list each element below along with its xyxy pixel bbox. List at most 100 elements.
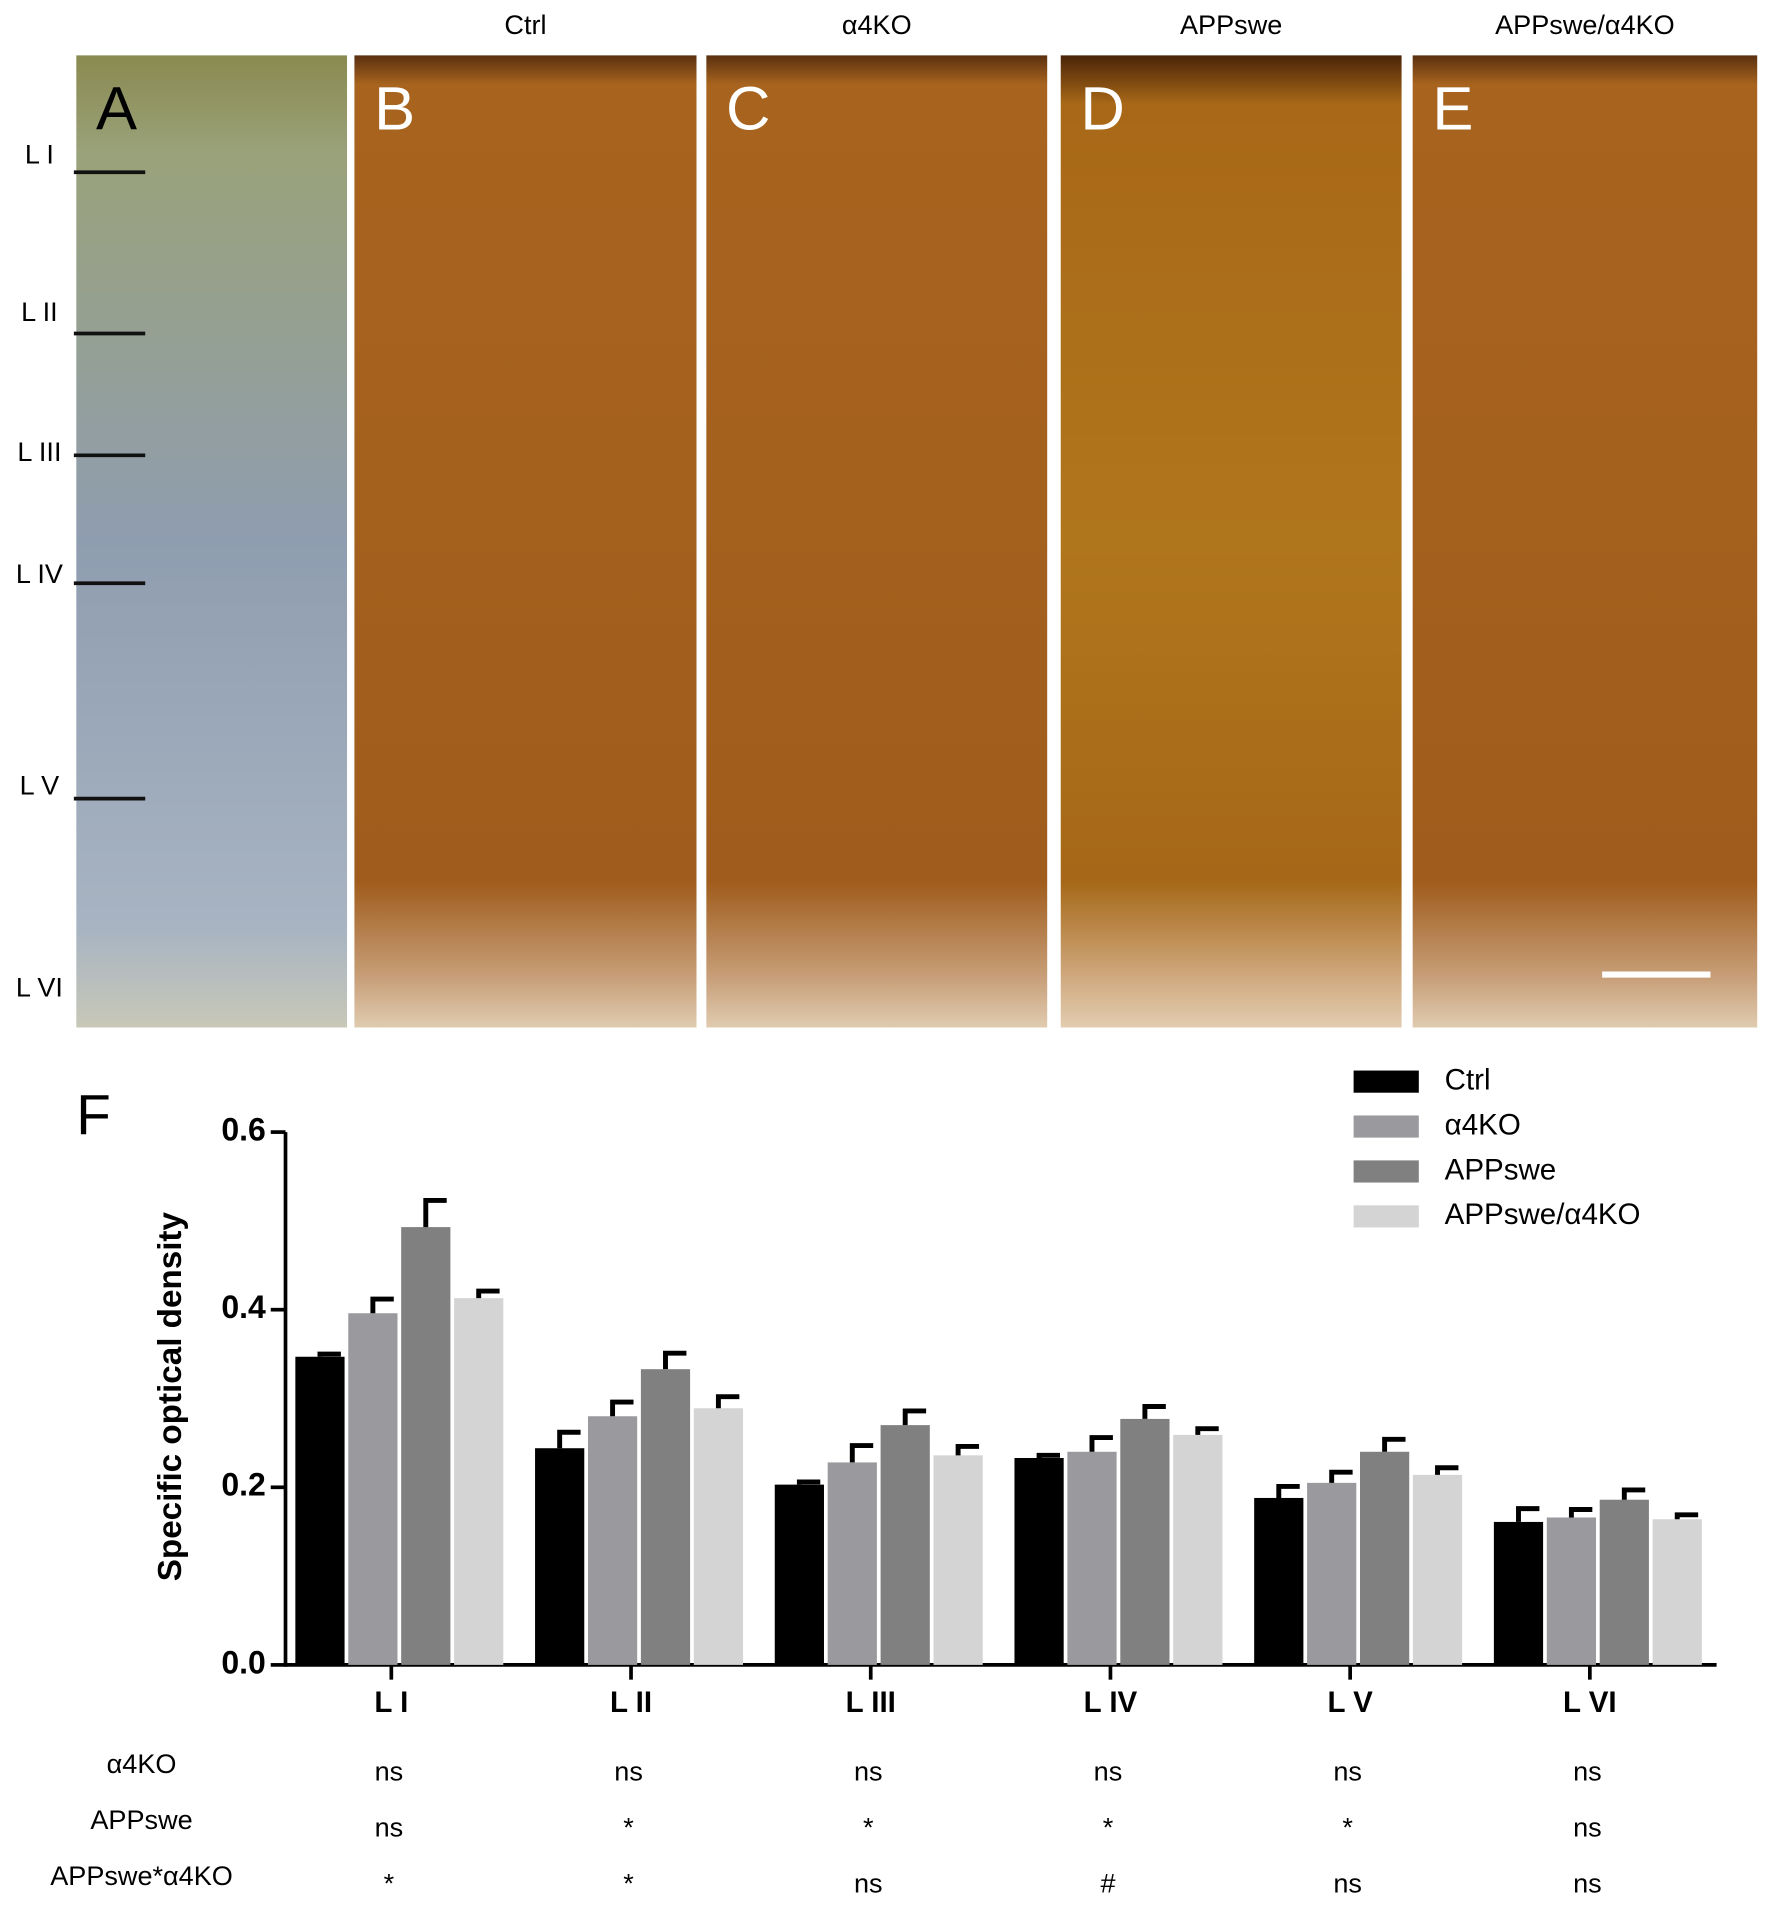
- stats-value: *: [1342, 1811, 1353, 1842]
- stats-value: ns: [375, 1811, 404, 1842]
- error-bar: [955, 1443, 980, 1456]
- error-bar: [796, 1479, 821, 1485]
- panel-title: APPswe: [1180, 9, 1282, 40]
- error-bar: [1382, 1436, 1406, 1452]
- bar: [535, 1448, 585, 1665]
- stats-row-label: α4KO: [107, 1748, 177, 1779]
- bar: [1173, 1434, 1223, 1665]
- stats-value: *: [384, 1867, 395, 1898]
- layer-label: L VI: [16, 971, 63, 1002]
- layer-label: L I: [25, 138, 54, 169]
- chart: F Specific optical density 0.0 0.2 0.4 0.6 L I…: [50, 1063, 1717, 1898]
- panel-letter: D: [1080, 74, 1124, 143]
- panel-letter: E: [1432, 74, 1473, 143]
- x-tick-label: L VI: [1563, 1686, 1617, 1719]
- error-bar: [849, 1443, 874, 1463]
- error-bar: [1329, 1469, 1353, 1483]
- error-bar: [663, 1350, 687, 1370]
- error-bar: [557, 1429, 581, 1449]
- micrograph: [1412, 55, 1758, 1028]
- error-bar: [1142, 1404, 1166, 1419]
- error-bar: [1621, 1487, 1646, 1500]
- x-tick-label: L V: [1327, 1686, 1373, 1719]
- error-bar: [1195, 1426, 1219, 1435]
- stats-value: ns: [1573, 1867, 1602, 1898]
- bar: [640, 1369, 691, 1665]
- y-tick-label: 0.4: [221, 1289, 266, 1325]
- legend-swatch: [1353, 1160, 1419, 1183]
- bar: [401, 1227, 451, 1665]
- stats-value: ns: [854, 1755, 883, 1786]
- bar: [1307, 1482, 1357, 1665]
- stats-value: ns: [1094, 1755, 1123, 1786]
- bar: [1014, 1457, 1064, 1665]
- layer-label: L III: [17, 436, 61, 467]
- bar: [1120, 1418, 1170, 1665]
- stats-value: *: [623, 1867, 634, 1898]
- bar: [587, 1416, 638, 1665]
- legend-swatch: [1353, 1205, 1419, 1228]
- stats-value: #: [1100, 1867, 1115, 1898]
- bar: [774, 1484, 824, 1665]
- bar: [295, 1356, 345, 1665]
- stats-value: ns: [614, 1755, 643, 1786]
- stats-value: *: [623, 1811, 634, 1842]
- error-bar: [1276, 1483, 1300, 1498]
- stats-row-label: APPswe*α4KO: [50, 1860, 233, 1891]
- error-bar: [902, 1408, 927, 1426]
- panel-title: Ctrl: [504, 9, 546, 40]
- micrograph: [354, 55, 697, 1028]
- panel-title: α4KO: [842, 9, 912, 40]
- legend-label: α4KO: [1445, 1108, 1521, 1141]
- y-axis-label: Specific optical density: [152, 1212, 189, 1582]
- bar: [1599, 1499, 1649, 1665]
- bar: [827, 1462, 877, 1665]
- stats-value: *: [1103, 1811, 1114, 1842]
- stats-value: ns: [854, 1867, 883, 1898]
- stats-row-label: APPswe: [90, 1804, 192, 1835]
- bar: [880, 1425, 930, 1665]
- error-bar: [1089, 1435, 1113, 1452]
- bar: [454, 1298, 504, 1665]
- error-bar: [1036, 1452, 1060, 1458]
- panel-letter: A: [96, 74, 137, 143]
- micrograph: [1060, 55, 1402, 1028]
- legend-swatch: [1353, 1115, 1419, 1138]
- panel-letter: C: [726, 74, 770, 143]
- y-tick-label: 0.0: [221, 1644, 265, 1680]
- bar: [348, 1313, 398, 1665]
- bar: [1359, 1451, 1410, 1665]
- panel-letter: B: [374, 74, 415, 143]
- error-bar: [423, 1197, 447, 1228]
- layer-label: L II: [21, 296, 58, 327]
- panel-title: APPswe/α4KO: [1495, 9, 1675, 40]
- x-tick-label: L I: [374, 1686, 408, 1719]
- stats-value: ns: [1333, 1867, 1362, 1898]
- x-tick-label: L III: [846, 1686, 896, 1719]
- error-bar: [1568, 1507, 1593, 1518]
- error-bar: [1516, 1506, 1540, 1522]
- y-tick-label: 0.2: [221, 1467, 265, 1503]
- legend-label: APPswe/α4KO: [1445, 1198, 1641, 1231]
- x-tick-label: L II: [610, 1686, 652, 1719]
- bar: [1546, 1517, 1597, 1665]
- bar: [1412, 1474, 1463, 1665]
- layer-label: L V: [20, 770, 60, 801]
- micrograph: [76, 55, 348, 1028]
- stats-value: ns: [375, 1755, 404, 1786]
- bar: [1067, 1451, 1117, 1665]
- bar: [933, 1455, 983, 1665]
- error-bar: [370, 1296, 394, 1314]
- panel-letter: F: [76, 1084, 111, 1147]
- x-tick-label: L IV: [1084, 1686, 1138, 1719]
- error-bar: [1674, 1512, 1699, 1520]
- legend-swatch: [1353, 1070, 1419, 1093]
- stats-value: *: [863, 1811, 874, 1842]
- y-tick-label: 0.6: [221, 1112, 265, 1148]
- error-bar: [476, 1288, 500, 1299]
- bar: [1254, 1497, 1304, 1665]
- layer-label: L IV: [16, 558, 63, 589]
- bar: [693, 1408, 744, 1665]
